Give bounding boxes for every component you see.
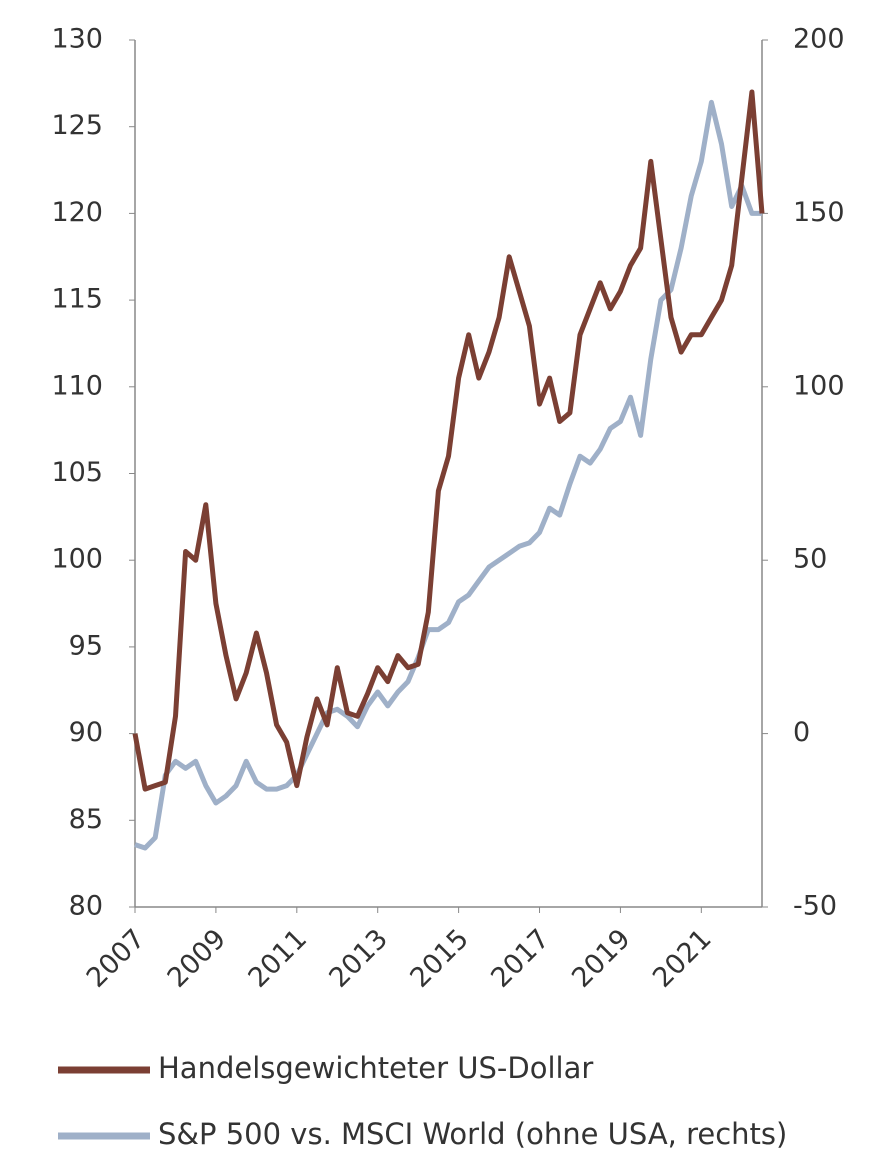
x-tick-label: 2011 (243, 923, 314, 994)
y2-tick-label: 200 (793, 24, 845, 55)
y2-tick-label: 0 (793, 717, 810, 748)
legend-label: Handelsgewichteter US-Dollar (158, 1051, 593, 1085)
x-tick-label: 2017 (485, 923, 556, 994)
series-line (134, 99, 762, 851)
y-tick-label: 105 (51, 457, 103, 488)
y-tick-label: 110 (51, 370, 103, 401)
y-tick-label: 120 (51, 197, 103, 228)
x-tick-label: 2021 (647, 923, 718, 994)
x-tick-label: 2009 (162, 923, 233, 994)
y-tick-label: 85 (69, 804, 103, 835)
legend-label: S&P 500 vs. MSCI World (ohne USA, rechts… (158, 1117, 787, 1151)
x-tick-label: 2007 (81, 923, 152, 994)
y2-tick-label: 50 (793, 544, 827, 575)
y2-tick-label: -50 (793, 891, 837, 922)
y-tick-label: 115 (51, 284, 103, 315)
y2-tick-label: 100 (793, 370, 845, 401)
y2-tick-label: 150 (793, 197, 845, 228)
x-tick-label: 2013 (323, 923, 394, 994)
y-tick-label: 95 (69, 630, 103, 661)
x-tick-label: 2015 (404, 923, 475, 994)
x-tick-label: 2019 (566, 923, 637, 994)
y-tick-label: 130 (51, 24, 103, 55)
y-tick-label: 125 (51, 110, 103, 141)
y-tick-label: 80 (69, 891, 103, 922)
y-tick-label: 100 (51, 544, 103, 575)
series-line (132, 89, 765, 792)
y-tick-label: 90 (69, 717, 103, 748)
